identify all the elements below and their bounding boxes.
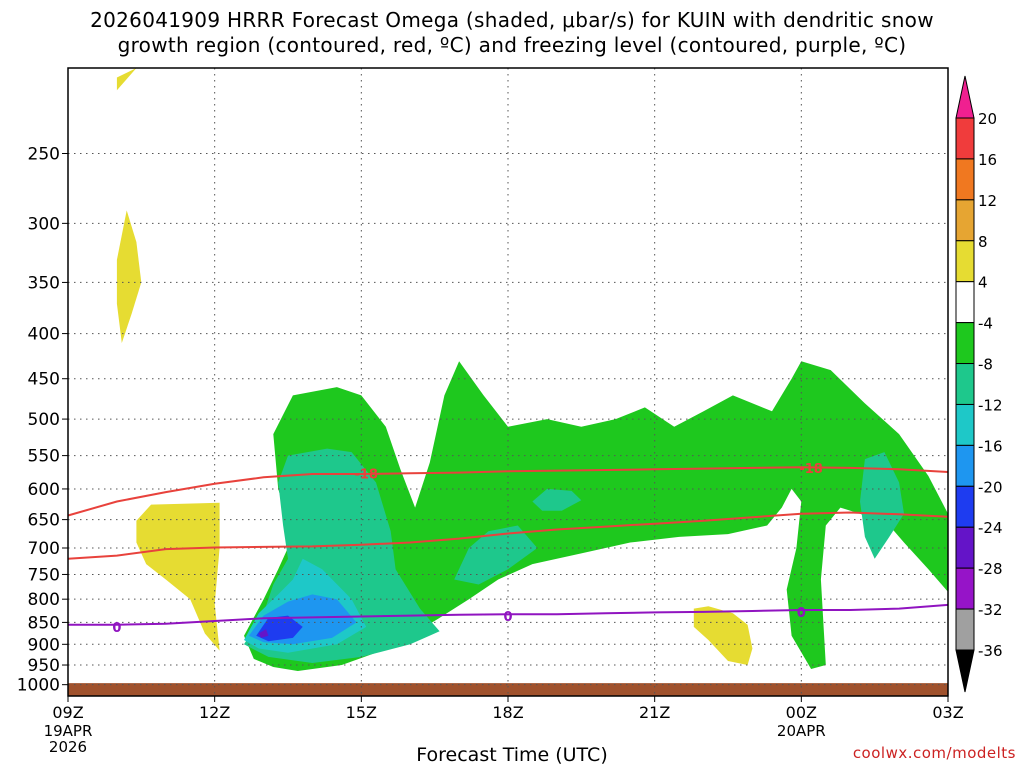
colorbar-swatch-11 bbox=[955, 567, 975, 610]
colorbar-label-7: -12 bbox=[978, 396, 1003, 414]
colorbar-swatch-12 bbox=[955, 608, 975, 651]
colorbar-swatch-8 bbox=[955, 444, 975, 487]
credit-link[interactable]: coolwx.com/modelts bbox=[852, 744, 1016, 762]
omega-region--24-8 bbox=[258, 629, 269, 638]
colorbar-label-9: -20 bbox=[978, 478, 1003, 496]
y-tick-label-750: 750 bbox=[28, 565, 60, 585]
x-tick-label-12Z: 12Z bbox=[199, 703, 230, 722]
colorbar-top-arrow bbox=[955, 75, 975, 119]
y-tick-label-550: 550 bbox=[28, 447, 60, 467]
x-tick-label-21Z: 21Z bbox=[639, 703, 670, 722]
contour-line--12-1 bbox=[67, 511, 949, 560]
colorbar-swatch-5 bbox=[955, 322, 975, 365]
colorbar-label-5: -4 bbox=[978, 315, 993, 333]
x-axis-label: Forecast Time (UTC) bbox=[416, 744, 608, 766]
omega-region--8-2 bbox=[454, 525, 538, 585]
x-tick-label-18Z: 18Z bbox=[492, 703, 523, 722]
contour-label-4: 0 bbox=[797, 606, 806, 621]
contour-label-2: 0 bbox=[112, 621, 121, 636]
y-tick-label-250: 250 bbox=[28, 144, 60, 164]
colorbar-label-3: 8 bbox=[978, 233, 988, 251]
colorbar-swatch-10 bbox=[955, 526, 975, 569]
contour-label-1: -18 bbox=[799, 462, 823, 477]
colorbar-swatch-2 bbox=[955, 199, 975, 242]
chart-title-line-1: 2026041909 HRRR Forecast Omega (shaded, … bbox=[90, 8, 934, 32]
omega-region-4-9 bbox=[136, 502, 220, 651]
y-tick-label-950: 950 bbox=[28, 656, 60, 676]
colorbar-label-0: 20 bbox=[978, 110, 997, 128]
colorbar-swatch-0 bbox=[955, 117, 975, 160]
surface-band bbox=[68, 683, 948, 696]
y-tick-label-300: 300 bbox=[28, 214, 60, 234]
omega-region-4-12 bbox=[693, 606, 753, 665]
colorbar-label-11: -28 bbox=[978, 560, 1003, 578]
y-tick-label-1000: 1000 bbox=[17, 676, 60, 696]
colorbar-bottom-arrow bbox=[955, 649, 975, 693]
x-tick-label-03Z: 03Z bbox=[932, 703, 963, 722]
y-tick-label-600: 600 bbox=[28, 480, 60, 500]
contour-lines: -18 -18 0 0 0 bbox=[67, 462, 949, 636]
x-tick-label-00Z: 00Z bbox=[786, 703, 817, 722]
y-tick-label-700: 700 bbox=[28, 539, 60, 559]
surface-ground bbox=[68, 683, 948, 696]
grid-lines bbox=[68, 68, 948, 696]
omega-region-4-11 bbox=[116, 68, 137, 91]
chart-title-line-2: growth region (contoured, red, ºC) and f… bbox=[117, 33, 907, 57]
colorbar-label-4: 4 bbox=[978, 274, 988, 292]
x-tick-label-09Z: 09Z bbox=[52, 703, 83, 722]
colorbar-label-6: -8 bbox=[978, 356, 993, 374]
colorbar-label-8: -16 bbox=[978, 437, 1003, 455]
y-tick-label-900: 900 bbox=[28, 635, 60, 655]
y-tick-label-850: 850 bbox=[28, 613, 60, 633]
y-tick-label-500: 500 bbox=[28, 410, 60, 430]
omega-region--8-4 bbox=[860, 452, 904, 559]
y-tick-label-350: 350 bbox=[28, 273, 60, 293]
contour-line--18-0 bbox=[67, 466, 949, 517]
y-axis-ticks: 2503003504004505005506006507007508008509… bbox=[17, 144, 68, 696]
x-tick-date-09Z: 19APR bbox=[44, 722, 93, 740]
contour-line-0-2 bbox=[68, 603, 949, 626]
colorbar-swatch-3 bbox=[955, 240, 975, 283]
contour-label-3: 0 bbox=[503, 610, 512, 625]
x-tick-date-00Z: 20APR bbox=[777, 722, 826, 740]
y-tick-label-800: 800 bbox=[28, 590, 60, 610]
colorbar-label-2: 12 bbox=[978, 192, 997, 210]
y-tick-label-650: 650 bbox=[28, 511, 60, 531]
colorbar-label-12: -32 bbox=[978, 601, 1003, 619]
colorbar-swatch-9 bbox=[955, 485, 975, 528]
y-tick-label-400: 400 bbox=[28, 325, 60, 345]
omega-region-4-10 bbox=[116, 210, 142, 343]
colorbar: 20 16 12 8 4 -4 -8 -12 -16 -20 -24 -28 -32 -36 bbox=[955, 75, 1003, 693]
omega-shading bbox=[116, 68, 948, 671]
colorbar-swatch-4 bbox=[955, 281, 975, 324]
colorbar-label-13: -36 bbox=[978, 642, 1003, 660]
colorbar-swatch-1 bbox=[955, 158, 975, 201]
colorbar-label-10: -24 bbox=[978, 519, 1003, 537]
colorbar-swatch-7 bbox=[955, 403, 975, 446]
colorbar-label-1: 16 bbox=[978, 151, 997, 169]
y-tick-label-450: 450 bbox=[28, 370, 60, 390]
x-tick-year-09Z: 2026 bbox=[49, 738, 87, 756]
omega-region--4-0 bbox=[244, 361, 948, 671]
contour-label-0: -18 bbox=[354, 467, 378, 482]
colorbar-swatch-6 bbox=[955, 363, 975, 405]
omega-region--8-3 bbox=[532, 488, 582, 511]
x-tick-label-15Z: 15Z bbox=[346, 703, 377, 722]
